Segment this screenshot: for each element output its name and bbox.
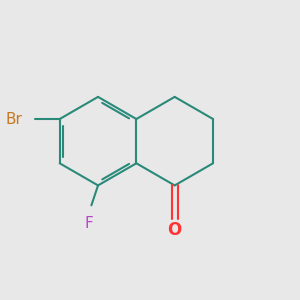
Text: Br: Br	[5, 112, 22, 127]
Text: O: O	[168, 221, 182, 239]
Text: F: F	[85, 216, 94, 231]
